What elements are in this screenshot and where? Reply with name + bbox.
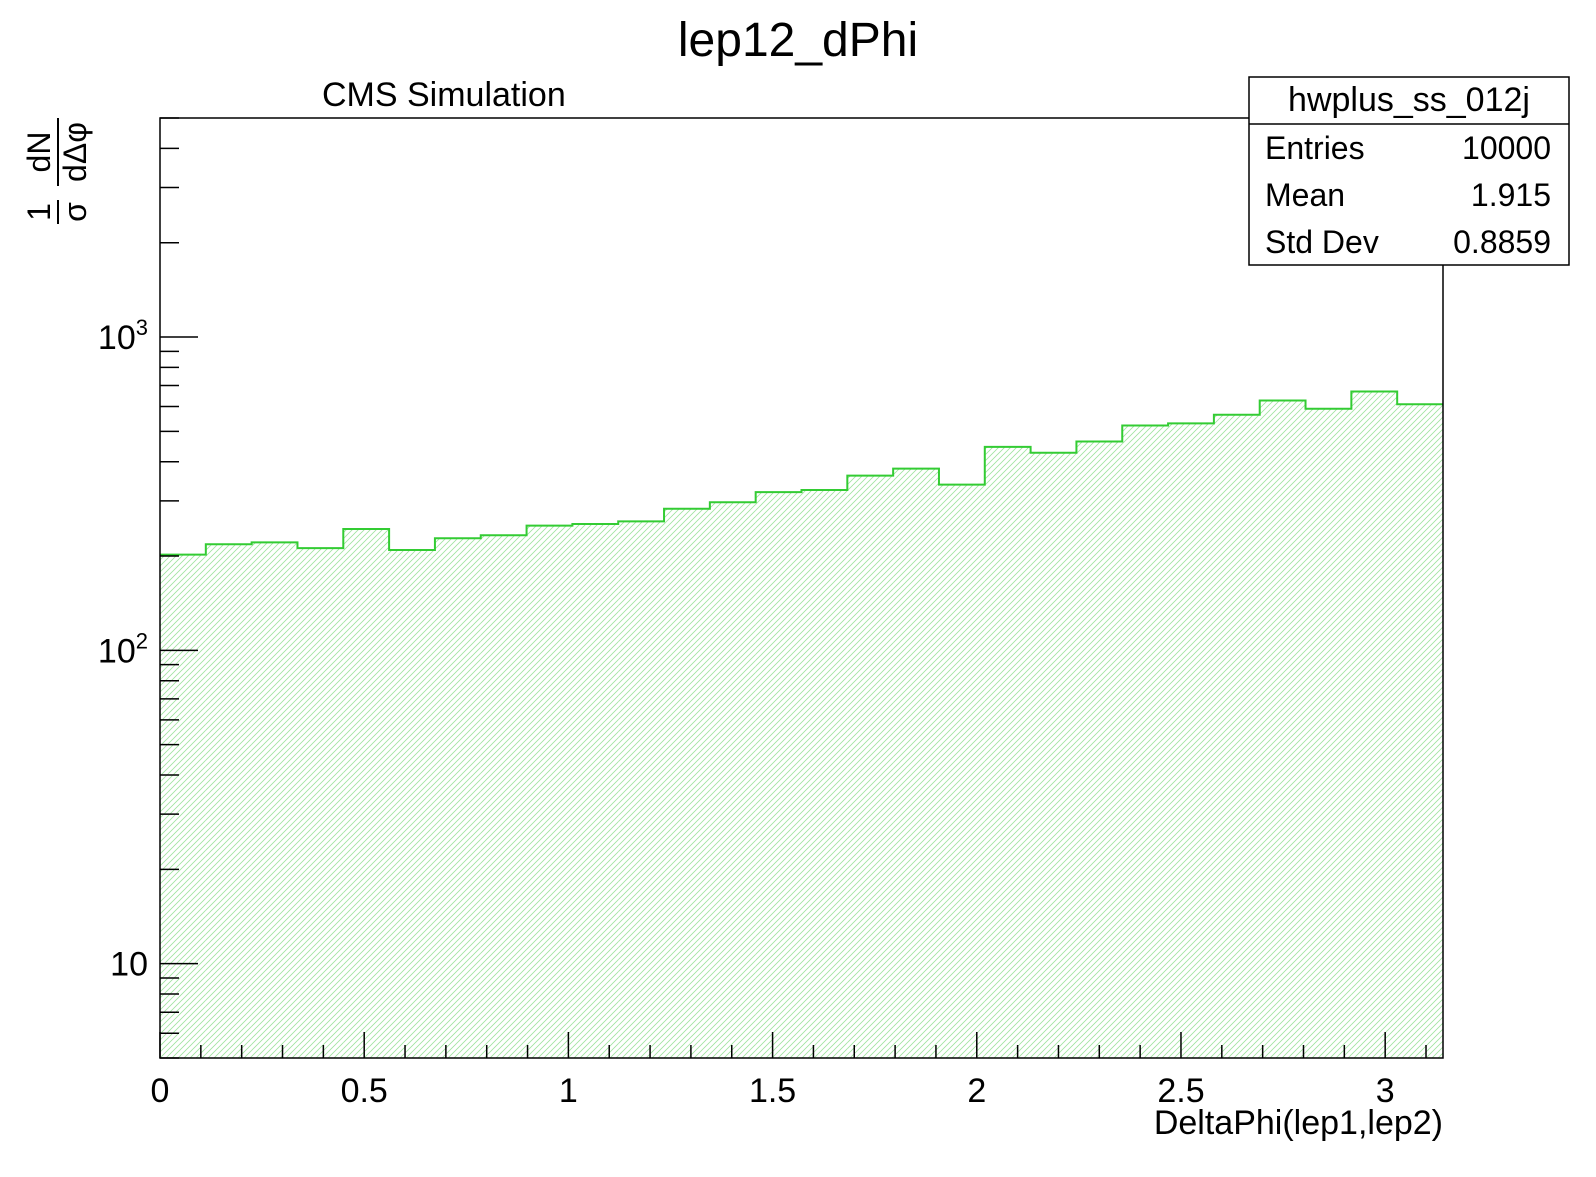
histogram-bin bbox=[297, 548, 344, 1058]
histogram-bin bbox=[709, 502, 756, 1058]
x-axis-ticks bbox=[159, 1032, 1427, 1058]
stats-mean-value: 1.915 bbox=[1471, 177, 1551, 213]
histogram-bin bbox=[1030, 452, 1077, 1058]
histogram-bin bbox=[1168, 423, 1214, 1058]
histogram-bin bbox=[1397, 404, 1443, 1058]
histogram-bin bbox=[618, 521, 665, 1058]
histogram-bin bbox=[205, 544, 252, 1058]
x-tick-label: 0 bbox=[151, 1072, 170, 1110]
y-tick-label: 10 bbox=[110, 946, 148, 984]
y-axis-tick-labels: 103 102 10 bbox=[98, 315, 148, 984]
cms-simulation-label: CMS Simulation bbox=[322, 76, 566, 114]
stats-stddev-label: Std Dev bbox=[1265, 224, 1379, 260]
histogram-outline bbox=[160, 390, 1443, 556]
histogram-bin bbox=[1122, 425, 1169, 1058]
histogram-bin bbox=[389, 550, 435, 1058]
histogram-bin bbox=[160, 554, 206, 1058]
y-axis-title: 1 σ dN dΔφ bbox=[21, 118, 93, 224]
histogram-bin bbox=[251, 542, 298, 1058]
histogram-fill bbox=[160, 391, 1443, 1059]
plot-frame bbox=[159, 117, 1444, 1059]
y-title-dn: dN bbox=[21, 132, 57, 173]
histogram-bin bbox=[938, 484, 985, 1058]
histogram-bin bbox=[801, 489, 848, 1058]
y-axis-ticks bbox=[160, 117, 198, 1059]
stats-mean-label: Mean bbox=[1265, 177, 1345, 213]
histogram-bin bbox=[847, 475, 894, 1059]
y-title-sigma: σ bbox=[57, 202, 93, 222]
histogram-bin bbox=[1076, 441, 1123, 1058]
stats-box-frame bbox=[1248, 76, 1570, 266]
histogram-bin bbox=[1305, 408, 1352, 1058]
y-tick-label: 103 bbox=[98, 315, 148, 357]
x-tick-label: 0.5 bbox=[341, 1072, 388, 1110]
x-tick-label: 3 bbox=[1376, 1072, 1395, 1110]
x-axis-tick-labels: 0 0.5 1 1.5 2 2.5 3 bbox=[151, 1072, 1395, 1110]
y-tick-label: 102 bbox=[98, 628, 148, 670]
x-tick-label: 1 bbox=[559, 1072, 578, 1110]
histogram-bin bbox=[755, 492, 802, 1058]
stats-box-title: hwplus_ss_012j bbox=[1288, 81, 1530, 119]
histogram-bin bbox=[1213, 414, 1260, 1058]
histogram-bin bbox=[526, 525, 573, 1058]
histogram-bin bbox=[343, 528, 390, 1058]
x-axis-title: DeltaPhi(lep1,lep2) bbox=[1154, 1104, 1443, 1142]
histogram-bin bbox=[1259, 400, 1306, 1058]
histogram-bin bbox=[984, 446, 1031, 1058]
histogram-bin bbox=[664, 508, 710, 1058]
x-tick-label: 1.5 bbox=[749, 1072, 796, 1110]
y-title-ddphi: dΔφ bbox=[57, 122, 93, 182]
histogram-bin bbox=[893, 468, 939, 1058]
stats-box: hwplus_ss_012j Entries 10000 Mean 1.915 … bbox=[1248, 76, 1570, 266]
x-tick-label: 2 bbox=[967, 1072, 986, 1110]
histogram-bin bbox=[434, 538, 481, 1058]
histogram-bin bbox=[480, 535, 527, 1058]
stats-stddev-value: 0.8859 bbox=[1453, 224, 1551, 260]
x-tick-label: 2.5 bbox=[1157, 1072, 1204, 1110]
stats-entries-value: 10000 bbox=[1462, 130, 1551, 166]
y-title-one: 1 bbox=[21, 203, 57, 221]
stats-entries-label: Entries bbox=[1265, 130, 1365, 166]
histogram-bin bbox=[572, 524, 619, 1058]
chart-title: lep12_dPhi bbox=[678, 14, 918, 67]
histogram-bin bbox=[1351, 391, 1398, 1058]
